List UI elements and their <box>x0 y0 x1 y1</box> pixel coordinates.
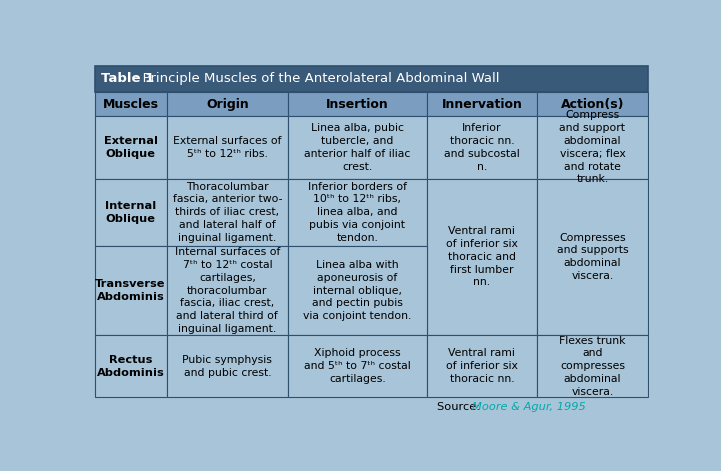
Bar <box>537 92 647 116</box>
Text: : Principle Muscles of the Anterolateral Abdominal Wall: : Principle Muscles of the Anterolateral… <box>134 72 500 85</box>
Text: Pubic symphysis
and pubic crest.: Pubic symphysis and pubic crest. <box>182 355 273 378</box>
Bar <box>94 116 167 179</box>
Text: Table 1: Table 1 <box>101 72 154 85</box>
Text: External surfaces of
5ᵗʰ to 12ᵗʰ ribs.: External surfaces of 5ᵗʰ to 12ᵗʰ ribs. <box>173 136 282 159</box>
Bar <box>94 92 167 116</box>
Bar <box>537 179 647 335</box>
Bar <box>288 92 427 116</box>
Bar <box>167 116 288 179</box>
Bar <box>288 179 427 246</box>
Text: Inferior
thoracic nn.
and subcostal
n.: Inferior thoracic nn. and subcostal n. <box>444 123 520 172</box>
Text: Action(s): Action(s) <box>561 97 624 111</box>
Bar <box>167 92 288 116</box>
Text: Rectus
Abdominis: Rectus Abdominis <box>97 355 164 378</box>
Text: Internal surfaces of
7ᵗʰ to 12ᵗʰ costal
cartilages,
thoracolumbar
fascia, iliac : Internal surfaces of 7ᵗʰ to 12ᵗʰ costal … <box>174 247 280 334</box>
Text: Thoracolumbar
fascia, anterior two-
thirds of iliac crest,
and lateral half of
i: Thoracolumbar fascia, anterior two- thir… <box>172 182 282 243</box>
Bar <box>94 179 167 246</box>
Text: Xiphoid process
and 5ᵗʰ to 7ᵗʰ costal
cartilages.: Xiphoid process and 5ᵗʰ to 7ᵗʰ costal ca… <box>304 349 411 384</box>
Text: Origin: Origin <box>206 97 249 111</box>
Bar <box>427 116 537 179</box>
Bar <box>94 65 647 92</box>
Bar <box>167 179 288 246</box>
Bar <box>427 335 537 398</box>
Text: Ventral rami
of inferior six
thoracic and
first lumber
nn.: Ventral rami of inferior six thoracic an… <box>446 226 518 287</box>
Bar <box>288 335 427 398</box>
Text: Ventral rami
of inferior six
thoracic nn.: Ventral rami of inferior six thoracic nn… <box>446 349 518 384</box>
Text: Innervation: Innervation <box>441 97 522 111</box>
Bar <box>167 335 288 398</box>
Bar <box>537 335 647 398</box>
Text: Insertion: Insertion <box>326 97 389 111</box>
Text: Moore & Agur, 1995: Moore & Agur, 1995 <box>472 402 585 412</box>
Bar <box>427 179 537 335</box>
Text: Linea alba, pubic
tubercle, and
anterior half of iliac
crest.: Linea alba, pubic tubercle, and anterior… <box>304 123 410 172</box>
Bar <box>167 246 288 335</box>
Text: Transverse
Abdominis: Transverse Abdominis <box>95 279 166 302</box>
Text: Internal
Oblique: Internal Oblique <box>105 201 156 224</box>
Text: Flexes trunk
and
compresses
abdominal
viscera.: Flexes trunk and compresses abdominal vi… <box>559 336 626 397</box>
Bar <box>427 92 537 116</box>
Text: Inferior borders of
10ᵗʰ to 12ᵗʰ ribs,
linea alba, and
pubis via conjoint
tendon: Inferior borders of 10ᵗʰ to 12ᵗʰ ribs, l… <box>308 182 407 243</box>
Bar <box>94 246 167 335</box>
Text: Linea alba with
aponeurosis of
internal oblique,
and pectin pubis
via conjoint t: Linea alba with aponeurosis of internal … <box>303 260 412 321</box>
Text: Compress
and support
abdominal
viscera; flex
and rotate
trunk.: Compress and support abdominal viscera; … <box>559 111 625 185</box>
Bar <box>288 116 427 179</box>
Text: Compresses
and supports
abdominal
viscera.: Compresses and supports abdominal viscer… <box>557 233 628 281</box>
Text: External
Oblique: External Oblique <box>104 136 158 159</box>
Bar <box>288 246 427 335</box>
Bar <box>94 335 167 398</box>
Text: Muscles: Muscles <box>102 97 159 111</box>
Text: Source:: Source: <box>437 402 483 412</box>
Bar <box>537 116 647 179</box>
